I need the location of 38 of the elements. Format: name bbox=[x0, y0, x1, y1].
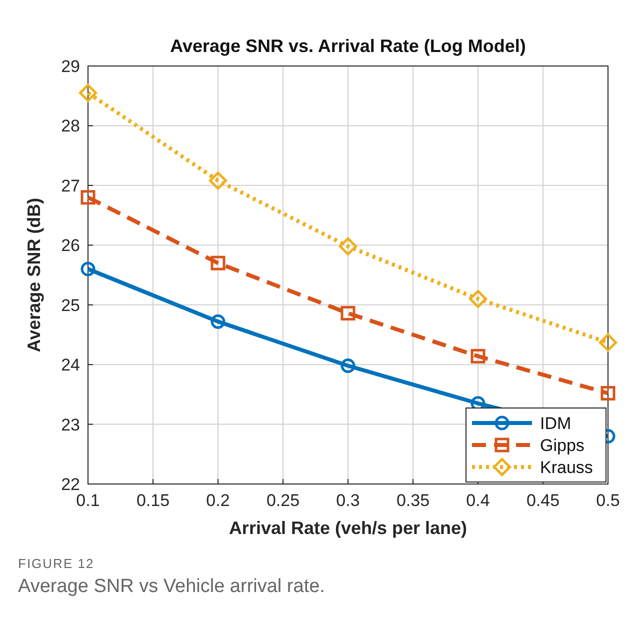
point bbox=[210, 256, 226, 270]
x-tick-label: 0.5 bbox=[596, 491, 620, 510]
point bbox=[210, 314, 226, 329]
point bbox=[78, 84, 98, 102]
y-tick-label: 24 bbox=[61, 356, 80, 375]
y-tick-label: 29 bbox=[61, 57, 80, 76]
legend-label: IDM bbox=[540, 414, 572, 433]
x-tick-label: 0.4 bbox=[466, 491, 490, 510]
x-tick-label: 0.2 bbox=[206, 491, 230, 510]
point bbox=[338, 237, 358, 256]
caption: FIGURE 12 bbox=[18, 556, 94, 571]
x-tick-label: 0.3 bbox=[336, 491, 360, 510]
x-tick-label: 0.45 bbox=[526, 491, 560, 510]
point bbox=[80, 262, 96, 276]
point bbox=[470, 348, 486, 364]
y-tick-label: 23 bbox=[61, 415, 80, 434]
y-tick-label: 28 bbox=[61, 116, 80, 136]
y-tick-label: 27 bbox=[61, 176, 80, 196]
y-tick-label: 22 bbox=[61, 475, 80, 494]
text: Average SNR vs Vehicle arrival rate. bbox=[18, 576, 325, 597]
y-axis-title: Average SNR (dB) bbox=[24, 198, 44, 352]
point bbox=[208, 172, 228, 190]
chart-title: Average SNR vs. Arrival Rate (Log Model) bbox=[170, 36, 526, 56]
y-tick-label: 26 bbox=[61, 236, 80, 256]
point bbox=[600, 386, 616, 400]
y-tick-label: 25 bbox=[61, 296, 80, 315]
x-tick-label: 0.15 bbox=[136, 491, 170, 510]
legend-label: Gipps bbox=[540, 436, 584, 455]
point bbox=[468, 290, 488, 308]
x-tick-label: 0.1 bbox=[76, 491, 100, 510]
x-tick-label: 0.35 bbox=[396, 491, 430, 510]
point bbox=[598, 333, 618, 352]
point bbox=[340, 358, 356, 374]
point bbox=[80, 190, 96, 205]
point bbox=[340, 306, 356, 320]
x-axis-title: Arrival Rate (veh/s per lane) bbox=[228, 518, 468, 538]
x-tick-label: 0.25 bbox=[266, 491, 300, 510]
legend-label: Krauss bbox=[540, 458, 593, 477]
